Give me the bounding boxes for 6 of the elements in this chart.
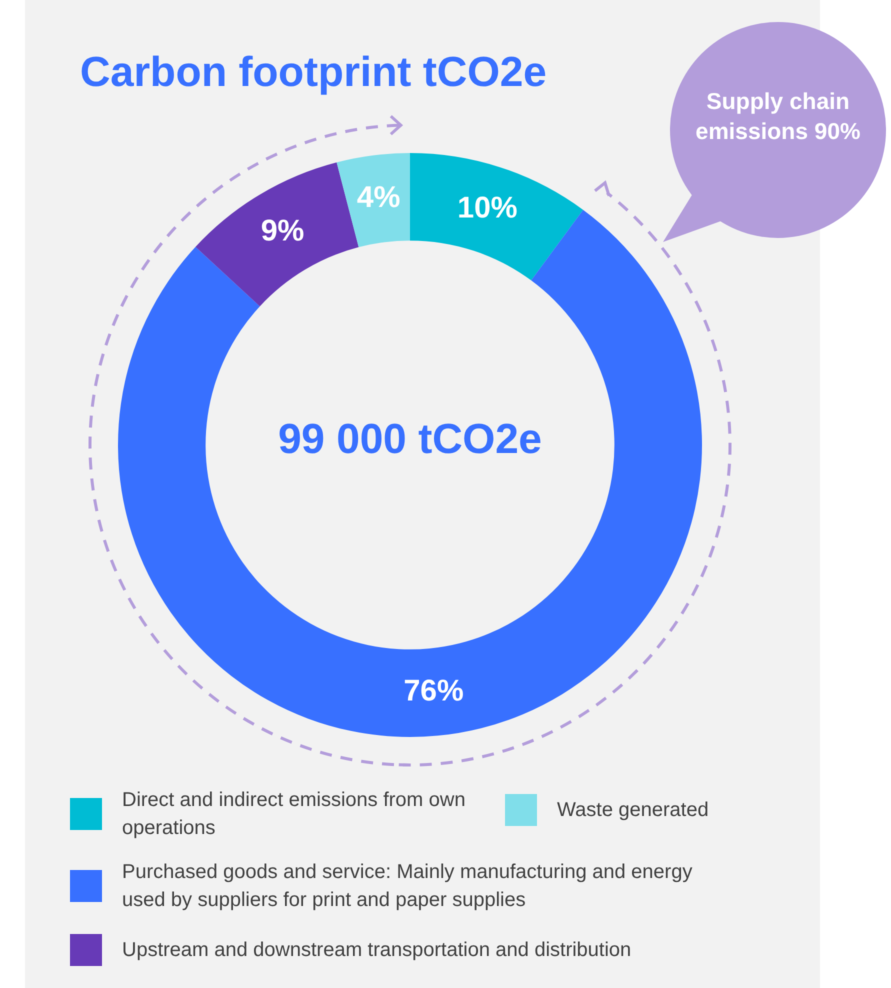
- legend-label: Waste generated: [557, 798, 709, 823]
- legend-label: Direct and indirect emissions from own operations: [122, 788, 466, 841]
- chart-title: Carbon footprint tCO2e: [80, 48, 547, 96]
- legend-label: Upstream and downstream transportation and distribution: [122, 938, 632, 963]
- text: Supply chain emissions 90%: [694, 87, 862, 146]
- legend-label: Purchased goods and service: Mainly manufacturing and energy used by suppliers for print and paper supplies: [122, 860, 694, 913]
